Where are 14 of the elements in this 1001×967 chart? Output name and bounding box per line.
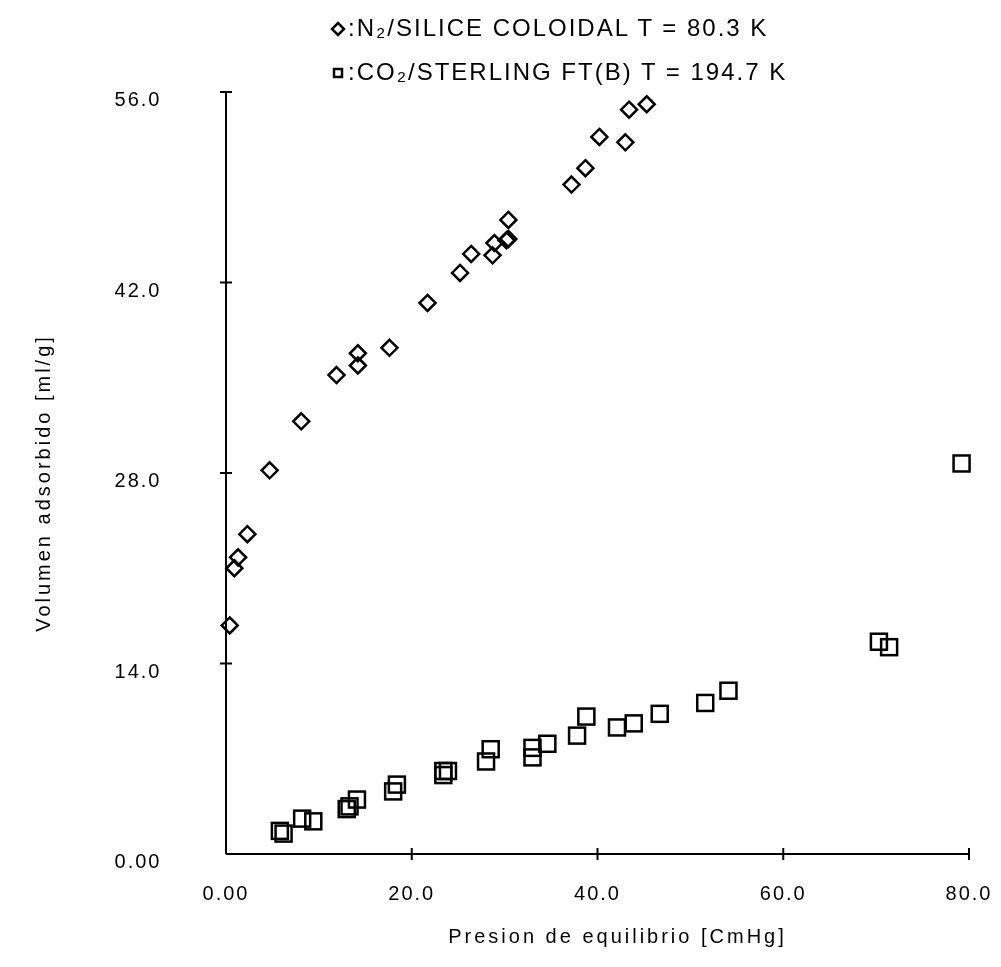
y-tick-label: 42.0 [114,278,162,301]
x-tick-label: 0.00 [202,882,250,904]
y-axis-title: Volumen adsorbido [ml/g] [32,334,54,632]
y-tick-label: 28.0 [114,469,162,491]
legend-label: :N₂/SILICE COLOIDAL T = 80.3 K [348,14,769,41]
y-tick-label: 14.0 [114,659,162,682]
x-axis-title: Presion de equilibrio [CmHg] [448,925,787,947]
y-tick-label: 56.0 [114,88,162,110]
legend-label: :CO₂/STERLING FT(B) T = 194.7 K [348,58,788,85]
x-tick-label: 20.0 [388,882,436,904]
x-tick-label: 40.0 [574,882,621,904]
x-tick-label: 80.0 [945,882,993,904]
y-tick-label: 0.00 [114,850,162,872]
x-tick-label: 60.0 [759,882,807,904]
